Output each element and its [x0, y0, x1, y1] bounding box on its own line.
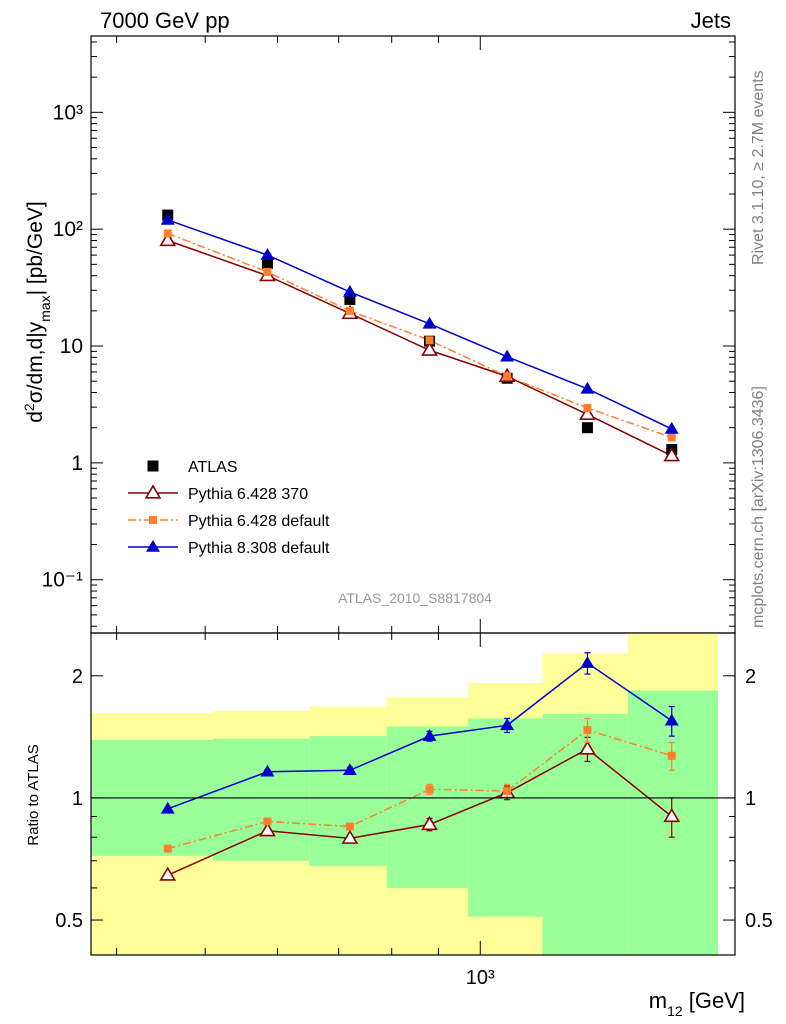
- main-point-pythia-6-428-default-1: [263, 268, 272, 277]
- main-y-tick-label: 1: [71, 452, 83, 475]
- ratio-y-tick-label-left: 1: [72, 788, 83, 810]
- main-point-atlas-5: [581, 422, 593, 434]
- main-point-pythia-8-308-default-4: [500, 349, 515, 362]
- main-y-tick-label: 10: [60, 335, 83, 358]
- main-line-pythia-6-428-default: [167, 232, 672, 439]
- main-point-pythia-8-308-default-5: [580, 381, 595, 394]
- main-line-pythia-6-428-370: [167, 239, 673, 457]
- ratio-point-pythia-8-308-default-4: [500, 718, 515, 731]
- header-observable: Jets: [691, 8, 731, 33]
- ratio-point-pythia-6-428-370-2: [341, 829, 359, 844]
- x-axis-label: m12 [GeV]: [649, 988, 745, 1019]
- ratio-y-tick-label-right: 2: [745, 666, 756, 688]
- legend-label-atlas: ATLAS: [188, 459, 238, 476]
- ratio-point-pythia-8-308-default-1: [260, 764, 275, 777]
- main-point-pythia-8-308-default-2: [342, 284, 357, 297]
- main-point-pythia-8-308-default-1: [260, 248, 275, 260]
- main-point-pythia-6-428-370-0: [159, 231, 177, 247]
- ratio-point-pythia-6-428-default-5: [583, 726, 592, 735]
- main-point-pythia-6-428-default-6: [667, 433, 676, 442]
- ratio-band-inner-3: [386, 726, 469, 888]
- ratio-point-pythia-8-308-default-3: [422, 729, 437, 741]
- header-process: 7000 GeV pp: [100, 8, 230, 33]
- ratio-band-inner-4: [468, 718, 543, 917]
- ratio-point-pythia-6-428-default-2: [345, 822, 354, 831]
- ratio-axes: 0.5 0.5 1 1 2 2 10³: [55, 632, 773, 989]
- main-y-axis-label: d2σ/dm,d|ymax| [pb/GeV]: [21, 201, 53, 423]
- ratio-point-pythia-6-428-default-0: [163, 844, 172, 853]
- legend-label-pythia-6-428-default: Pythia 6.428 default: [188, 513, 330, 530]
- ratio-point-pythia-6-428-default-6: [667, 751, 676, 760]
- ratio-point-pythia-6-428-370-3: [421, 815, 438, 831]
- legend-marker-pythia-6-428-370: [144, 484, 162, 499]
- ratio-series-markers: [159, 652, 681, 881]
- legend-marker-atlas: [147, 460, 159, 472]
- main-point-atlas-2: [344, 294, 356, 306]
- main-point-pythia-8-308-default-6: [664, 421, 679, 434]
- main-axes: 10⁻¹ 1 10 10² 10³: [42, 35, 736, 634]
- rivet-label: Rivet 3.1.10, ≥ 2.7M events: [750, 70, 767, 265]
- ratio-point-pythia-6-428-default-4: [503, 787, 512, 796]
- main-point-pythia-6-428-370-3: [421, 341, 438, 356]
- ratio-point-pythia-6-428-370-1: [259, 822, 276, 837]
- ratio-point-pythia-8-308-default-2: [342, 763, 357, 776]
- main-y-tick-label: 10⁻¹: [42, 569, 83, 592]
- main-series-lines: [167, 219, 673, 457]
- ratio-y-axis-label: Ratio to ATLAS: [25, 744, 42, 845]
- legend-marker-pythia-8-308-default: [146, 539, 160, 552]
- ratio-point-pythia-6-428-default-1: [263, 817, 272, 826]
- analysis-id: ATLAS_2010_S8817804: [338, 590, 492, 606]
- ratio-y-tick-label-left: 2: [72, 666, 83, 688]
- ratio-frame: [90, 632, 736, 956]
- legend-label-pythia-8-308-default: Pythia 8.308 default: [188, 540, 330, 557]
- ratio-band-inner-1: [213, 738, 310, 861]
- main-point-atlas-1: [261, 257, 273, 269]
- main-point-pythia-8-308-default-0: [160, 212, 175, 225]
- main-point-pythia-6-428-370-6: [663, 447, 681, 462]
- main-point-pythia-6-428-default-5: [583, 403, 592, 412]
- ratio-point-pythia-8-308-default-6: [664, 713, 679, 726]
- main-series-markers: [159, 209, 681, 462]
- main-point-pythia-8-308-default-3: [422, 316, 437, 329]
- main-point-pythia-6-428-default-0: [163, 229, 172, 238]
- legend-marker-pythia-6-428-default: [149, 516, 157, 524]
- ratio-point-pythia-6-428-370-0: [159, 866, 177, 881]
- ratio-uncertainty-bands: [91, 633, 718, 955]
- ratio-y-tick-label-left: 0.5: [55, 910, 83, 932]
- main-point-pythia-6-428-default-2: [345, 306, 354, 315]
- legend-label-pythia-6-428-370: Pythia 6.428 370: [188, 486, 308, 503]
- ratio-point-pythia-8-308-default-5: [580, 655, 595, 668]
- main-line-pythia-8-308-default: [167, 219, 673, 430]
- main-y-tick-label: 10²: [53, 218, 83, 241]
- main-point-pythia-6-428-370-5: [579, 405, 596, 420]
- ratio-point-pythia-6-428-370-5: [579, 740, 596, 755]
- legend: ATLAS Pythia 6.428 370 Pythia 6.428 defaul…: [128, 459, 330, 557]
- ratio-point-pythia-8-308-default-0: [160, 801, 175, 814]
- main-point-pythia-6-428-default-4: [503, 372, 512, 381]
- x-tick-label: 10³: [466, 967, 495, 989]
- main-y-tick-label: 10³: [53, 101, 83, 124]
- mcplots-label: mcplots.cern.ch [arXiv:1306.3436]: [750, 386, 767, 628]
- ratio-band-inner-6: [627, 690, 718, 955]
- ratio-band-inner-2: [309, 736, 387, 866]
- ratio-y-tick-label-right: 0.5: [745, 910, 773, 932]
- ratio-y-tick-label-right: 1: [745, 788, 756, 810]
- ratio-point-pythia-6-428-370-6: [663, 807, 681, 823]
- ratio-point-pythia-6-428-default-3: [425, 785, 434, 794]
- main-point-pythia-6-428-default-3: [425, 336, 434, 345]
